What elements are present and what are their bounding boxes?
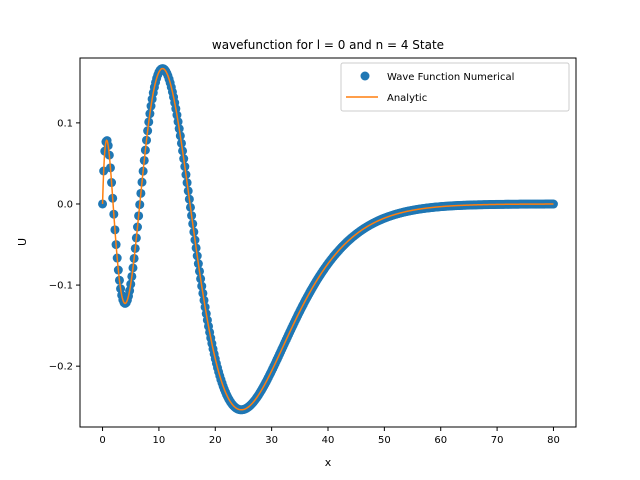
- x-tick-label: 0: [99, 435, 105, 446]
- x-axis-label: x: [325, 456, 332, 469]
- legend-numerical-marker: [360, 71, 370, 81]
- chart-title: wavefunction for l = 0 and n = 4 State: [212, 38, 444, 52]
- x-tick-label: 20: [209, 435, 222, 446]
- x-tick-label: 30: [265, 435, 278, 446]
- legend: Wave Function Numerical Analytic: [340, 62, 570, 112]
- x-tick-label: 10: [153, 435, 166, 446]
- legend-analytic-label: Analytic: [387, 93, 427, 104]
- analytic-line: [101, 67, 554, 411]
- y-tick-label: 0.0: [57, 199, 73, 210]
- x-axis-ticks: 0 10 20 30 40 50 60 70 80: [99, 427, 560, 446]
- x-tick-label: 80: [547, 435, 560, 446]
- legend-numerical-label: Wave Function Numerical: [387, 72, 514, 83]
- analytic-series: [101, 67, 554, 411]
- y-axis-label: U: [16, 238, 29, 246]
- plot-area: [98, 64, 558, 415]
- y-axis-ticks: −0.2 −0.1 0.0 0.1: [49, 118, 80, 373]
- x-tick-label: 70: [491, 435, 504, 446]
- y-tick-label: −0.1: [49, 281, 73, 292]
- y-tick-label: −0.2: [49, 362, 73, 373]
- legend-box: [340, 62, 570, 112]
- x-tick-label: 60: [434, 435, 447, 446]
- x-tick-label: 50: [378, 435, 391, 446]
- x-tick-label: 40: [322, 435, 335, 446]
- y-tick-label: 0.1: [57, 118, 73, 129]
